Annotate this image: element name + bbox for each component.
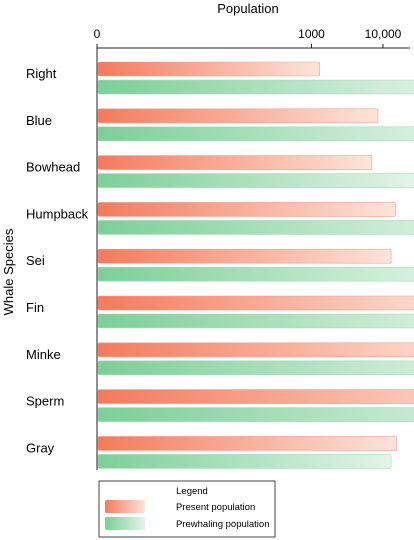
bar-minke-prewhaling — [97, 360, 414, 376]
category-label-sperm: Sperm — [26, 394, 64, 409]
legend-label-prewhaling: Prewhaling population — [176, 519, 269, 530]
bar-right-prewhaling — [97, 79, 414, 95]
bar-gray-present — [97, 436, 397, 451]
bar-humpback-present — [97, 202, 396, 217]
legend-swatch-present — [105, 500, 145, 513]
category-label-humpback: Humpback — [26, 206, 89, 221]
bar-humpback-prewhaling — [97, 220, 414, 235]
bar-sperm-present — [97, 389, 414, 404]
bar-fin-present — [97, 295, 414, 311]
bar-blue-present — [97, 108, 379, 124]
x-axis-title: Population — [217, 1, 278, 16]
bar-blue-prewhaling — [97, 126, 414, 142]
category-label-blue: Blue — [26, 113, 52, 128]
category-label-gray: Gray — [26, 440, 55, 455]
y-axis-title: Whale Species — [1, 228, 16, 315]
x-tick-label-0: 0 — [94, 27, 101, 41]
legend-title: Legend — [176, 486, 208, 497]
category-label-fin: Fin — [26, 300, 44, 315]
category-labels: Right Blue Bowhead Humpback Sei Fin Minke Sperm… — [26, 66, 89, 455]
bar-fin-prewhaling — [97, 313, 414, 329]
bar-bowhead-prewhaling — [97, 173, 414, 188]
bar-right-present — [97, 61, 320, 77]
category-label-minke: Minke — [26, 347, 61, 362]
category-label-right: Right — [26, 66, 57, 81]
category-label-bowhead: Bowhead — [26, 160, 80, 175]
x-tick-label-1: 1000 — [298, 27, 325, 41]
bar-gray-prewhaling — [97, 454, 392, 469]
legend: Legend Present population Prewhaling pop… — [98, 480, 276, 538]
legend-label-present: Present population — [176, 502, 255, 513]
category-label-sei: Sei — [26, 253, 45, 268]
bar-sei-present — [97, 248, 392, 264]
bar-bowhead-present — [97, 155, 373, 170]
bar-sei-prewhaling — [97, 266, 414, 282]
bar-sperm-prewhaling — [97, 407, 414, 422]
bar-minke-present — [97, 342, 414, 358]
bars — [97, 61, 414, 469]
legend-swatch-prewhaling — [105, 517, 145, 530]
x-tick-label-2: 10,000 — [365, 27, 402, 41]
